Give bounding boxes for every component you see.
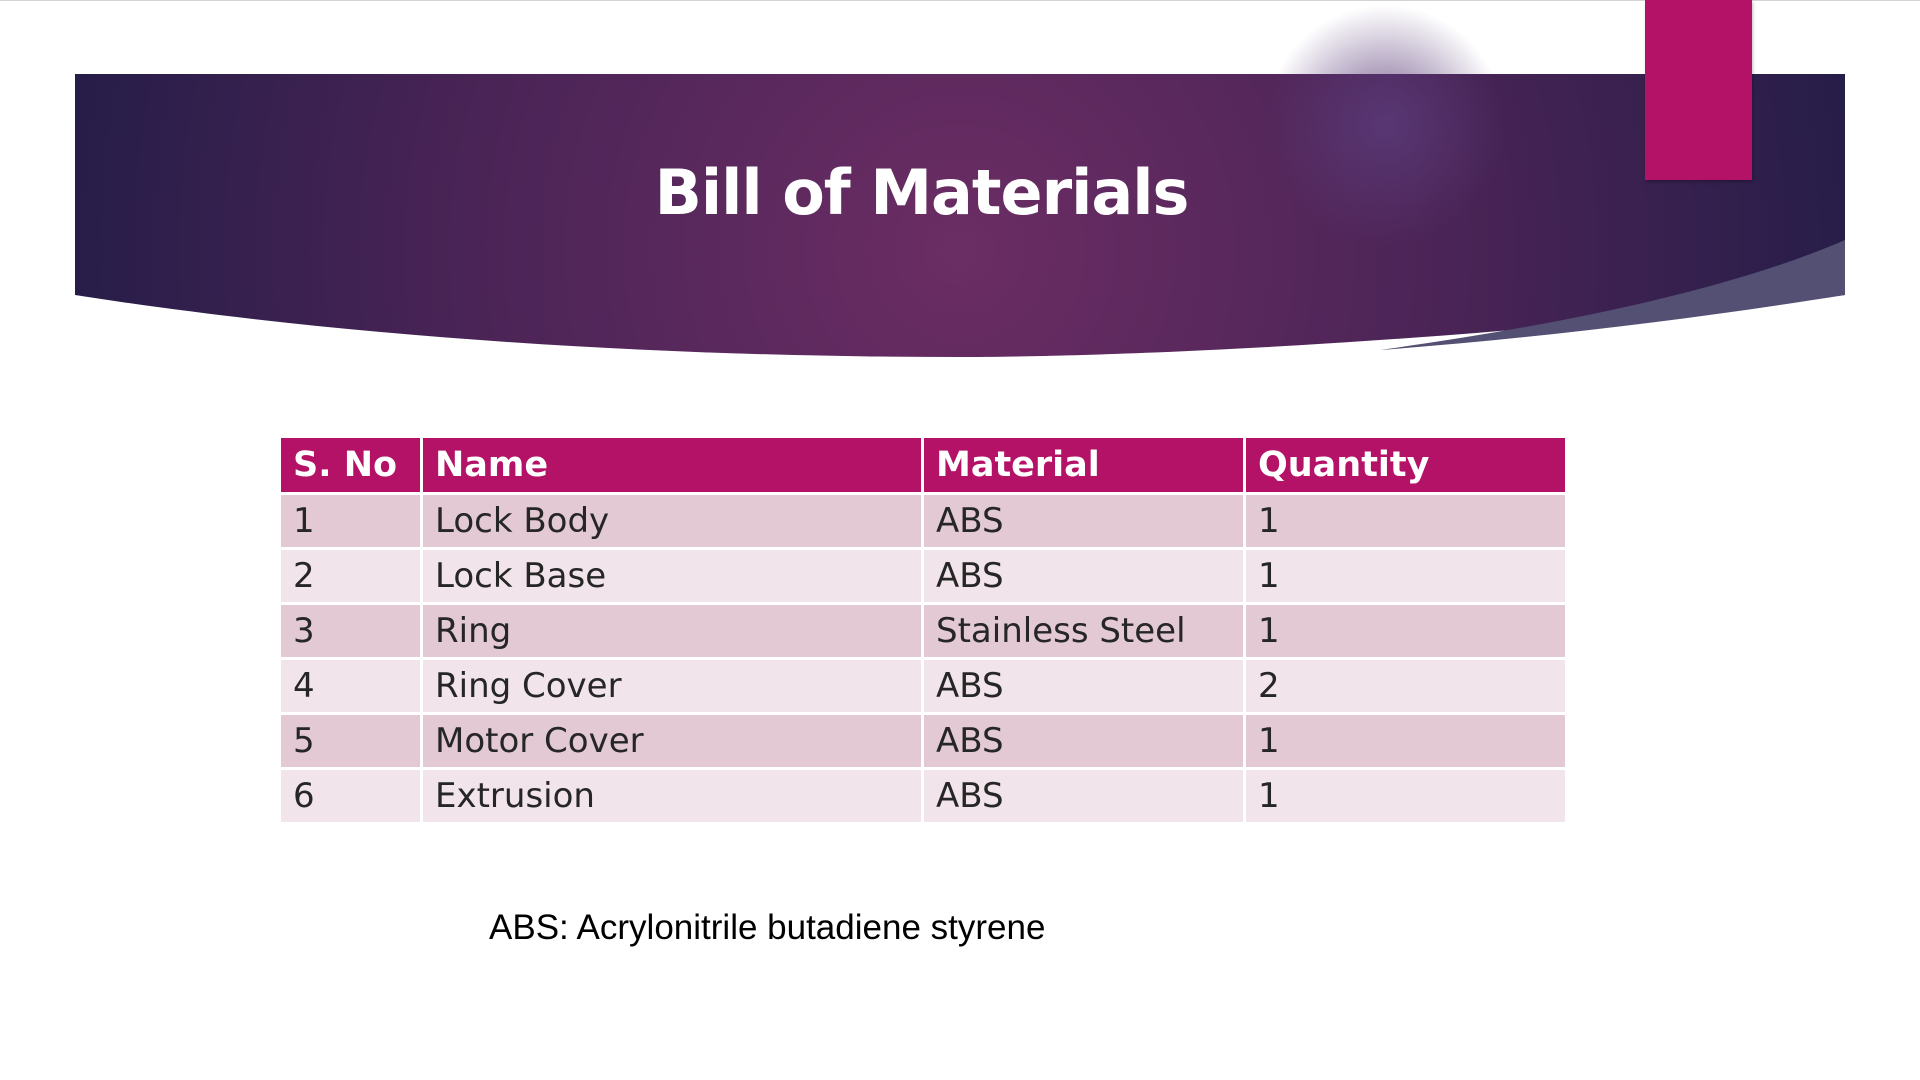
cell-material: ABS: [921, 492, 1246, 550]
header-sno: S. No: [278, 435, 423, 495]
cell-quantity: 1: [1243, 492, 1568, 550]
cell-sno: 1: [278, 492, 423, 550]
slide-title: Bill of Materials: [654, 156, 1190, 229]
cell-material: ABS: [921, 547, 1246, 605]
abs-footnote: ABS: Acrylonitrile butadiene styrene: [489, 908, 1046, 947]
cell-name: Ring: [420, 602, 924, 660]
cell-quantity: 1: [1243, 547, 1568, 605]
header-name: Name: [420, 435, 924, 495]
table-row: 2 Lock Base ABS 1: [278, 547, 1568, 605]
table-row: 3 Ring Stainless Steel 1: [278, 602, 1568, 660]
header-quantity: Quantity: [1243, 435, 1568, 495]
cell-quantity: 1: [1243, 712, 1568, 770]
banner-glow: [1265, 5, 1505, 245]
table-row: 6 Extrusion ABS 1: [278, 767, 1568, 825]
cell-sno: 2: [278, 547, 423, 605]
cell-quantity: 1: [1243, 602, 1568, 660]
cell-name: Motor Cover: [420, 712, 924, 770]
cell-sno: 3: [278, 602, 423, 660]
header-material: Material: [921, 435, 1246, 495]
table-row: 1 Lock Body ABS 1: [278, 492, 1568, 550]
bill-of-materials-table: S. No Name Material Quantity 1 Lock Body…: [278, 435, 1568, 825]
cell-quantity: 1: [1243, 767, 1568, 825]
accent-tab: [1645, 0, 1752, 180]
top-divider: [0, 0, 1920, 1]
cell-sno: 6: [278, 767, 423, 825]
banner-swoosh: [1380, 240, 1845, 350]
cell-material: ABS: [921, 767, 1246, 825]
cell-name: Lock Base: [420, 547, 924, 605]
cell-name: Extrusion: [420, 767, 924, 825]
cell-material: Stainless Steel: [921, 602, 1246, 660]
table-header-row: S. No Name Material Quantity: [278, 435, 1568, 495]
cell-name: Ring Cover: [420, 657, 924, 715]
table-row: 4 Ring Cover ABS 2: [278, 657, 1568, 715]
cell-material: ABS: [921, 712, 1246, 770]
cell-sno: 5: [278, 712, 423, 770]
cell-name: Lock Body: [420, 492, 924, 550]
cell-quantity: 2: [1243, 657, 1568, 715]
table-row: 5 Motor Cover ABS 1: [278, 712, 1568, 770]
cell-sno: 4: [278, 657, 423, 715]
cell-material: ABS: [921, 657, 1246, 715]
